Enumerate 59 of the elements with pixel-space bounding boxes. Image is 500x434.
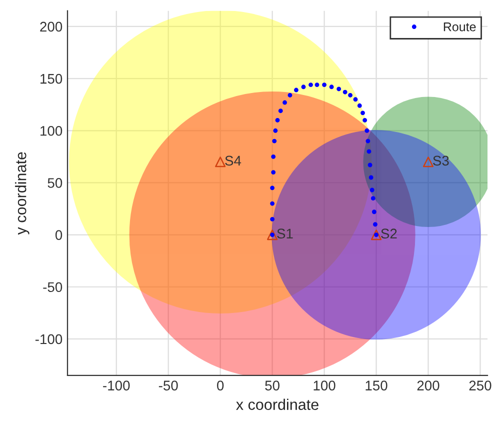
annotation: S4 [225, 156, 242, 166]
point [366, 149, 372, 154]
point [373, 222, 378, 227]
point [368, 175, 374, 180]
point [322, 82, 327, 88]
point [370, 196, 376, 201]
x-tick-label: 50 [265, 380, 280, 390]
point [271, 170, 276, 175]
point [267, 230, 278, 240]
annotation: S1 [277, 228, 293, 239]
x-axis-title: x coordinate [236, 398, 318, 410]
point [422, 156, 434, 168]
point [301, 84, 306, 90]
x-tick-label: -50 [158, 380, 178, 390]
y-axis-title: y coordinate [15, 152, 30, 235]
point [364, 128, 370, 133]
point [357, 103, 362, 108]
y-tick-label: 0 [55, 230, 62, 240]
point [353, 97, 358, 102]
point [360, 110, 365, 116]
x-tick-label: 200 [417, 380, 440, 390]
point [336, 86, 342, 92]
point [342, 90, 348, 94]
point [282, 100, 287, 105]
y-tick-label: -100 [35, 334, 62, 344]
point [368, 162, 372, 168]
x-tick-label: 250 [469, 380, 492, 390]
annotation: S2 [381, 228, 397, 239]
x-tick-label: 0 [217, 380, 224, 390]
legend-label: Route [444, 22, 476, 32]
point [370, 188, 374, 192]
point [372, 210, 376, 214]
y-tick-label: 200 [40, 22, 62, 32]
y-tick-label: 150 [40, 74, 62, 84]
point [273, 128, 278, 133]
point [370, 230, 382, 240]
point [275, 118, 280, 122]
y-tick-label: 50 [48, 178, 62, 188]
x-tick-label: 150 [366, 380, 388, 390]
point [329, 84, 334, 90]
point [288, 92, 292, 98]
point [348, 92, 352, 98]
point [272, 138, 277, 144]
point [366, 138, 370, 144]
point [270, 201, 275, 206]
point [270, 186, 275, 190]
point [294, 88, 298, 92]
point [278, 108, 283, 114]
x-tick-label: -100 [103, 380, 130, 390]
point [362, 118, 368, 122]
point [308, 82, 313, 88]
point [270, 216, 275, 222]
point [314, 82, 320, 88]
y-tick-label: 100 [40, 126, 62, 136]
x-tick-label: 100 [314, 380, 336, 390]
point [271, 154, 276, 159]
annotation: S3 [433, 156, 449, 166]
y-tick-label: -50 [43, 282, 62, 292]
point [215, 156, 226, 168]
